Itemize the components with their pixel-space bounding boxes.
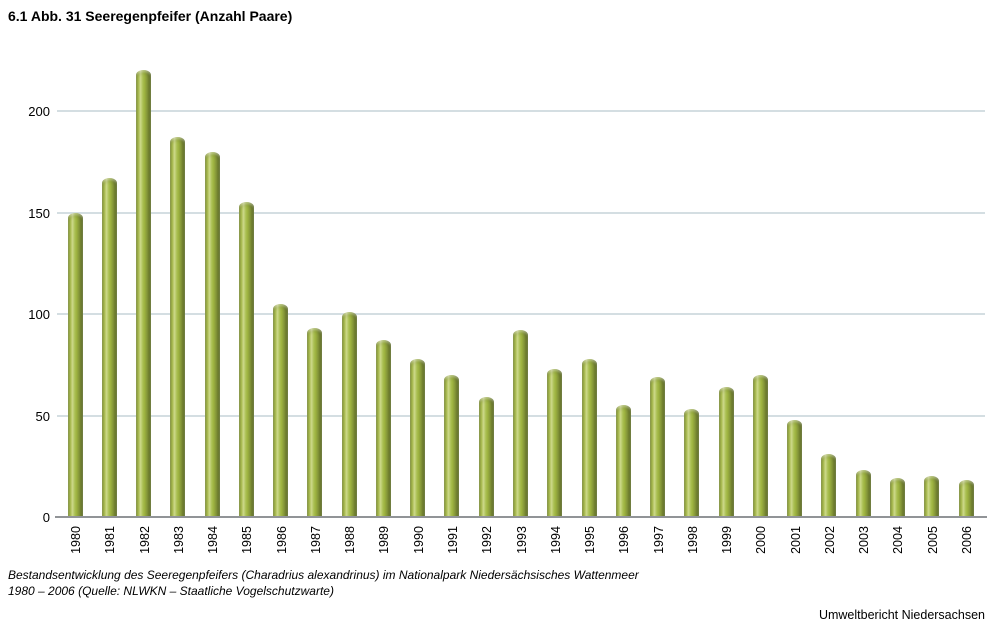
bar-1983 [170, 137, 186, 517]
y-axis-tick-label: 150 [28, 205, 50, 221]
x-axis-label-1999: 1999 [720, 526, 735, 554]
chart-title: 6.1 Abb. 31 Seeregenpfeifer (Anzahl Paar… [8, 8, 293, 24]
x-axis-label-1985: 1985 [240, 526, 255, 554]
gridline-200 [57, 110, 985, 112]
x-axis-label-2006: 2006 [960, 526, 975, 554]
x-axis-label-1988: 1988 [343, 526, 358, 554]
x-axis-label-2004: 2004 [891, 526, 906, 554]
x-axis-label-1995: 1995 [583, 526, 598, 554]
bar-1992 [478, 397, 494, 517]
bar-1981 [101, 177, 117, 517]
bar-1998 [684, 409, 700, 517]
x-axis-label-2000: 2000 [754, 526, 769, 554]
caption-line-1: Bestandsentwicklung des Seeregenpfeifers… [8, 568, 639, 582]
bar-1996 [615, 405, 631, 517]
bar-1985 [238, 202, 254, 517]
x-axis-label-1984: 1984 [206, 526, 221, 554]
x-axis-label-1980: 1980 [69, 526, 83, 554]
x-axis-label-1990: 1990 [411, 526, 426, 554]
bar-1991 [444, 374, 460, 517]
page-footer: Umweltbericht Niedersachsen [818, 608, 985, 622]
caption-line-2: 1980 – 2006 (Quelle: NLWKN – Staatliche … [8, 584, 334, 598]
bar-1997 [650, 376, 666, 517]
x-axis-label-1992: 1992 [480, 526, 495, 554]
gridline-100 [57, 313, 985, 315]
x-axis-label-1998: 1998 [685, 526, 700, 554]
bar-1993 [513, 330, 528, 517]
x-axis-label-1991: 1991 [445, 526, 460, 554]
bar-2003 [855, 470, 871, 517]
bar-1984 [204, 151, 220, 517]
y-axis-tick-label: 50 [35, 408, 50, 424]
x-axis-label-1993: 1993 [514, 526, 529, 554]
bar-1986 [273, 303, 289, 517]
bar-1987 [307, 328, 323, 517]
x-axis-label-2003: 2003 [857, 526, 872, 554]
bar-1980 [67, 212, 83, 517]
y-axis-tick-label: 0 [42, 510, 50, 525]
x-axis-label-1981: 1981 [103, 526, 118, 554]
x-axis-label-2005: 2005 [925, 526, 940, 554]
x-axis-label-1997: 1997 [651, 526, 666, 554]
x-axis-label-1989: 1989 [377, 526, 392, 554]
bar-2004 [889, 478, 905, 517]
gridline-150 [57, 211, 985, 214]
bar-1995 [581, 358, 597, 517]
x-axis-label-2002: 2002 [822, 526, 837, 554]
x-axis-label-1996: 1996 [617, 526, 632, 554]
bar-2006 [958, 480, 974, 517]
bar-1988 [341, 311, 357, 517]
x-axis-label-1983: 1983 [171, 526, 186, 554]
x-axis-label-2001: 2001 [788, 526, 803, 554]
bar-1999 [718, 387, 734, 517]
bar-2001 [787, 419, 803, 517]
chart-caption: Bestandsentwicklung des Seeregenpfeifers… [8, 567, 639, 599]
bar-1990 [410, 358, 426, 517]
bar-2002 [821, 454, 837, 517]
bar-1994 [547, 368, 563, 517]
x-axis-line [55, 516, 987, 518]
bar-2005 [924, 476, 940, 517]
x-axis-label-1994: 1994 [548, 526, 563, 554]
x-axis-label-1982: 1982 [137, 526, 152, 554]
bar-1989 [375, 340, 391, 517]
bar-2000 [752, 374, 768, 517]
y-axis-tick-label: 200 [28, 104, 50, 119]
x-axis-label-1986: 1986 [274, 526, 289, 554]
y-axis-tick-label: 100 [28, 307, 50, 322]
x-axis-label-1987: 1987 [308, 526, 323, 554]
bar-1982 [136, 70, 152, 517]
